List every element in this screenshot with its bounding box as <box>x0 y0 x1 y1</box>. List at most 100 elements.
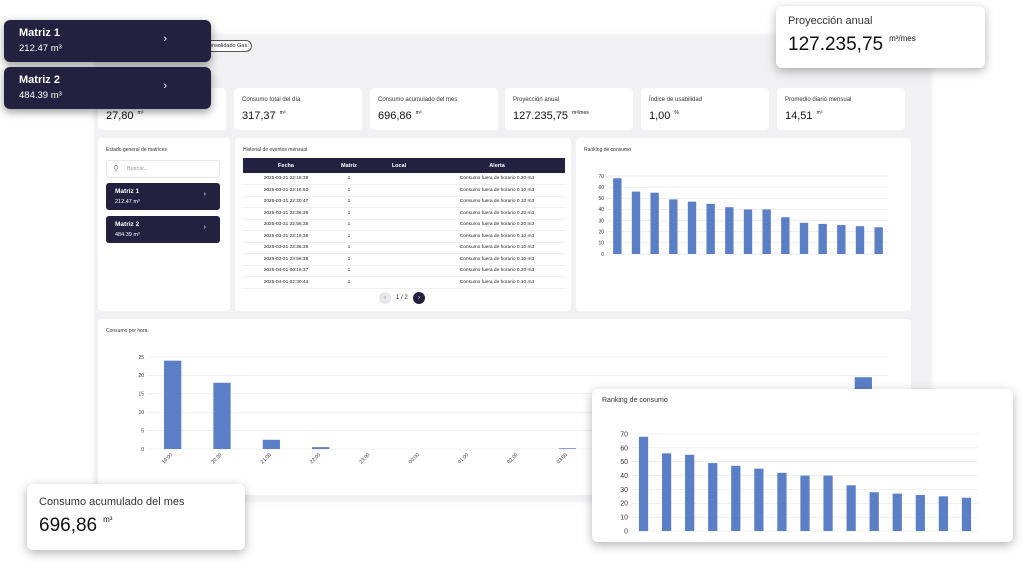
matrix-card-1[interactable]: Matriz 1 212.47 m³ › <box>106 183 220 210</box>
matrix-value: 212.47 m³ <box>115 199 140 205</box>
x-tick-label: 00:00 <box>408 452 421 465</box>
chevron-right-icon: › <box>203 224 206 231</box>
table-cell <box>369 242 429 254</box>
bar <box>638 436 649 531</box>
bar <box>312 447 330 449</box>
matrix-overlay-card-1[interactable]: Matriz 1 212.47 m³ › <box>4 20 211 62</box>
table-cell: Consumo fuera de horario 0.20 m3 <box>429 265 565 277</box>
x-tick-label: 19:00 <box>161 452 174 465</box>
table-cell <box>369 196 429 208</box>
table-cell: 2025-03-31 23:36:38 <box>243 242 329 254</box>
column-header-local[interactable]: Local <box>369 158 429 173</box>
bar <box>961 497 972 531</box>
kpi-label: Consumo acumulado del mes <box>378 97 458 103</box>
bar <box>708 463 718 531</box>
overlay-chart-title: Ranking de consumo <box>602 397 668 404</box>
table-row[interactable]: 2025-03-31 23:16:38 1 Consumo fuera de hor… <box>243 230 565 243</box>
table-cell: 2025-04-01 00:16:37 <box>243 265 329 277</box>
table-cell: 2025-03-31 23:16:38 <box>243 230 329 243</box>
y-tick-label: 50 <box>620 459 628 466</box>
bar <box>837 225 846 254</box>
kpi-card-daily-average: Promedio diario mensual 14,51 m³ <box>777 88 905 130</box>
breadcrumb-chip[interactable]: Consolidado Gas <box>200 40 253 52</box>
kpi-value: 317,37 m³ <box>242 110 286 122</box>
ranking-chart-small: 0 10 20 30 40 50 60 70 <box>598 174 888 258</box>
events-panel: Historial de eventos mensual Fecha Matri… <box>235 138 571 311</box>
kpi-value: 27,80 m³ <box>106 110 144 122</box>
table-cell: Consumo fuera de horario 0.10 m3 <box>429 184 565 197</box>
y-tick-label: 0 <box>624 528 628 535</box>
panel-title: Historial de eventos mensual <box>243 147 308 153</box>
chevron-right-icon: › <box>163 33 167 45</box>
bar <box>262 439 280 449</box>
table-row[interactable]: 2025-03-31 22:16:50 1 Consumo fuera de hor… <box>243 184 565 197</box>
bar <box>823 475 833 531</box>
x-tick-label: 02:00 <box>506 452 519 465</box>
matrix-card-2[interactable]: Matriz 2 484.39 m³ › <box>106 216 220 243</box>
bar <box>669 199 678 254</box>
table-row[interactable]: 2025-04-01 02:30:44 1 Consumo fuera de hor… <box>243 276 565 289</box>
bar <box>892 493 902 531</box>
y-tick-label: 25 <box>138 355 144 361</box>
table-cell <box>369 207 429 220</box>
x-tick-label: 21:00 <box>260 452 273 465</box>
kpi-label: Promedio diario mensual <box>785 97 852 103</box>
y-tick-label: 40 <box>620 473 628 480</box>
bar <box>874 227 883 254</box>
table-cell <box>369 276 429 289</box>
table-row[interactable]: 2025-03-31 23:56:38 1 Consumo fuera de hor… <box>243 253 565 266</box>
x-tick-label: 20:00 <box>210 452 223 465</box>
bar <box>777 472 787 531</box>
next-page-button[interactable]: › <box>413 292 425 304</box>
table-row[interactable]: 2025-03-31 22:56:38 1 Consumo fuera de hor… <box>243 219 565 231</box>
table-cell: Consumo fuera de horario 0.10 m3 <box>429 242 565 254</box>
kpi-value: 14,51 m³ <box>785 110 823 122</box>
table-cell: Consumo fuera de horario 0.20 m3 <box>429 173 565 185</box>
matrices-panel: Estado general de matrices ⚲ Buscar... M… <box>98 138 230 311</box>
kpi-value: 127.235,75 m³/mes <box>513 110 589 122</box>
page-indicator: 1 / 2 <box>396 295 408 301</box>
bar <box>706 203 715 254</box>
matrix-overlay-card-2[interactable]: Matriz 2 484.39 m³ › <box>4 67 211 109</box>
table-cell: 2025-03-31 22:16:39 <box>243 173 329 185</box>
table-cell: 2025-03-31 22:16:50 <box>243 184 329 197</box>
bar <box>687 201 697 254</box>
column-header-fecha[interactable]: Fecha <box>243 158 329 173</box>
bar <box>915 494 925 531</box>
matrix-name: Matriz 2 <box>115 221 140 228</box>
kpi-card-annual-projection: Proyección anual 127.235,75 m³/mes <box>505 88 633 130</box>
search-placeholder: Buscar... <box>127 166 149 172</box>
x-tick-label: 22:00 <box>309 452 322 465</box>
y-tick-label: 60 <box>620 445 628 452</box>
table-cell: 2025-03-31 22:30:47 <box>243 196 329 208</box>
y-tick-label: 40 <box>598 207 604 213</box>
table-row[interactable]: 2025-03-31 22:36:39 1 Consumo fuera de hor… <box>243 207 565 220</box>
table-row[interactable]: 2025-03-31 23:36:38 1 Consumo fuera de hor… <box>243 242 565 254</box>
search-input[interactable]: ⚲ Buscar... <box>106 160 220 178</box>
bar <box>743 209 753 254</box>
y-tick-label: 5 <box>141 428 144 434</box>
table-cell: 1 <box>329 219 369 231</box>
table-row[interactable]: 2025-03-31 22:30:47 1 Consumo fuera de hor… <box>243 196 565 208</box>
bar <box>846 485 856 531</box>
y-tick-label: 20 <box>620 501 628 508</box>
table-cell <box>369 184 429 197</box>
bar <box>685 454 695 531</box>
ranking-chart-large: 0 10 20 30 40 50 60 70 <box>620 431 978 535</box>
y-tick-label: 60 <box>598 185 604 191</box>
table-cell: 1 <box>329 253 369 266</box>
table-cell: Consumo fuera de horario 0.10 m3 <box>429 276 565 289</box>
column-header-matriz[interactable]: Matriz <box>329 158 369 173</box>
bar <box>731 465 741 531</box>
kpi-card-usability: Índice de usabilidad 1,00% <box>641 88 769 130</box>
table-row[interactable]: 2025-04-01 00:16:37 1 Consumo fuera de hor… <box>243 265 565 277</box>
table-cell: 2025-03-31 22:56:38 <box>243 219 329 231</box>
column-header-alerta[interactable]: Alerta <box>429 158 565 173</box>
table-row[interactable]: 2025-03-31 22:16:39 1 Consumo fuera de hor… <box>243 173 565 185</box>
y-tick-label: 50 <box>598 196 604 202</box>
overlay-label: Proyección anual <box>788 15 873 27</box>
bar <box>164 360 182 449</box>
table-cell <box>369 253 429 266</box>
bar <box>781 217 790 254</box>
prev-page-button[interactable]: ‹ <box>379 292 391 304</box>
